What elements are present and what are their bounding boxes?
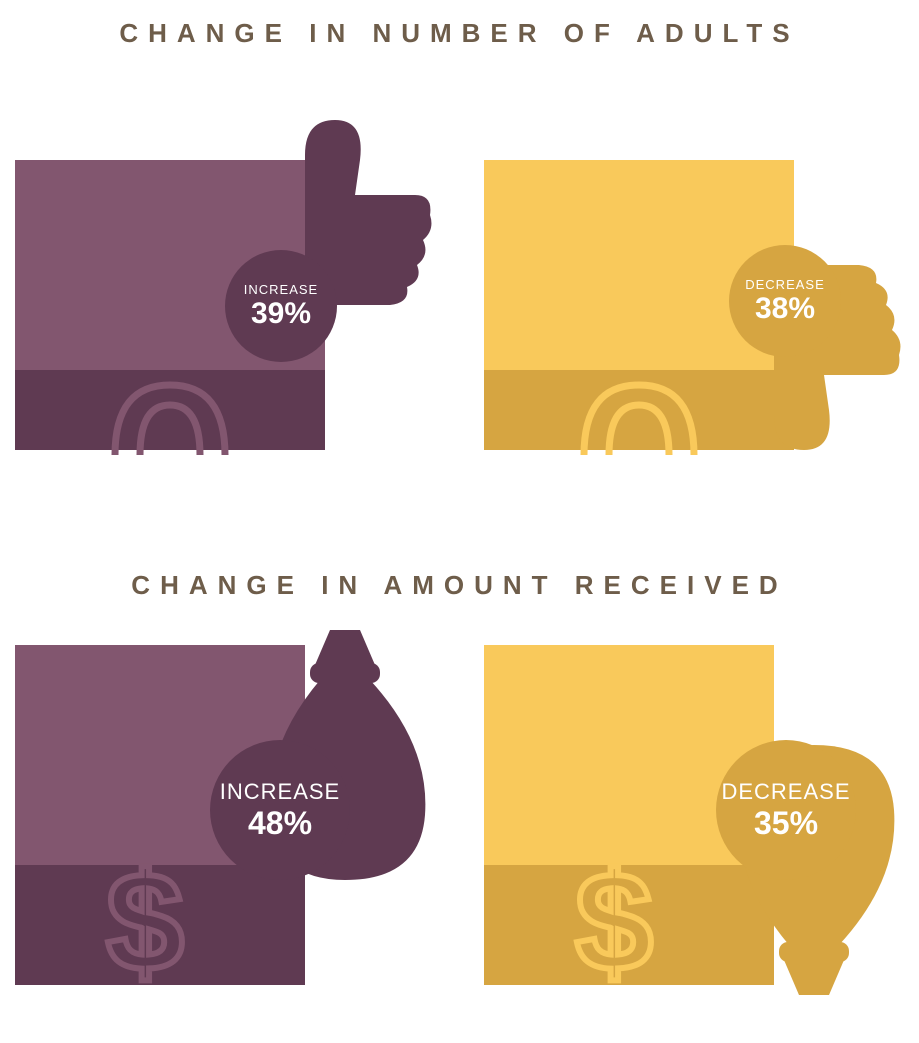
dollar-sign-icon: $	[85, 860, 205, 990]
badge-label: DECREASE	[745, 277, 825, 292]
row-adults: INCREASE 39% DECREASE 38%	[0, 115, 919, 445]
panel-adults-decrease: DECREASE 38%	[484, 115, 904, 445]
svg-text:$: $	[106, 860, 184, 990]
panel-amount-increase: $ INCREASE 48%	[15, 625, 435, 1005]
dollar-sign-icon: $	[554, 860, 674, 990]
panel-adults-increase: INCREASE 39%	[15, 115, 435, 445]
badge-label: INCREASE	[220, 779, 340, 805]
badge-value: 39%	[251, 297, 311, 331]
svg-text:$: $	[575, 860, 653, 990]
hand-outline-icon	[95, 355, 245, 455]
badge-adults-increase: INCREASE 39%	[225, 250, 337, 362]
title-change-amount: CHANGE IN AMOUNT RECEIVED	[0, 570, 919, 601]
title-change-adults: CHANGE IN NUMBER OF ADULTS	[0, 18, 919, 49]
badge-amount-increase: INCREASE 48%	[210, 740, 350, 880]
badge-label: INCREASE	[244, 282, 318, 297]
badge-value: 38%	[755, 292, 815, 326]
badge-value: 35%	[754, 805, 818, 842]
row-amount: $ INCREASE 48% $ DECREASE 35%	[0, 625, 919, 1005]
badge-label: DECREASE	[721, 779, 850, 805]
panel-amount-decrease: $ DECREASE 35%	[484, 625, 904, 1005]
badge-adults-decrease: DECREASE 38%	[729, 245, 841, 357]
hand-outline-icon	[564, 355, 714, 455]
badge-value: 48%	[248, 805, 312, 842]
badge-amount-decrease: DECREASE 35%	[716, 740, 856, 880]
